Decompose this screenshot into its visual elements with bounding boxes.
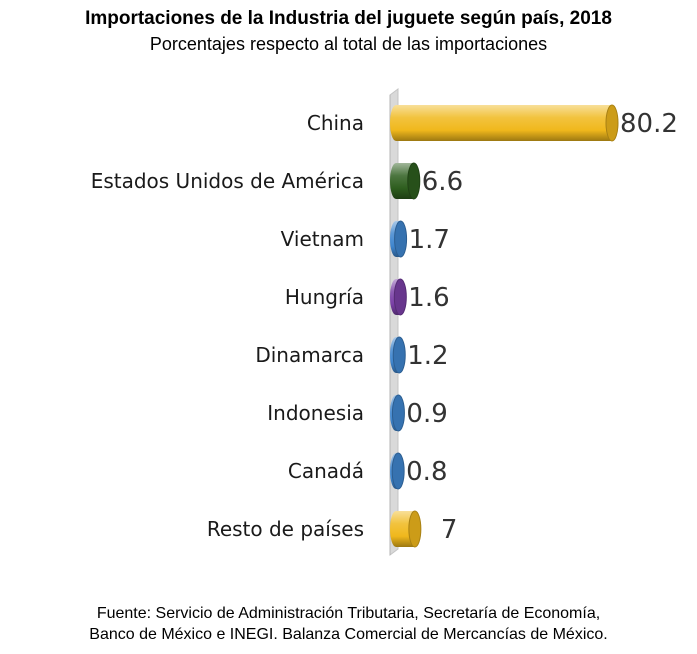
value-label: 1.7 [409, 225, 450, 255]
source-line-2: Banco de México e INEGI. Balanza Comerci… [89, 626, 608, 643]
value-label: 6.6 [422, 167, 463, 197]
bar-cap [605, 104, 619, 142]
value-label: 1.6 [408, 283, 449, 313]
value-label: 0.9 [406, 399, 447, 429]
bar-cap [408, 510, 422, 548]
bar-cap [392, 336, 406, 374]
bar-dinamarca [390, 336, 406, 374]
value-label: 0.8 [406, 457, 447, 487]
bar-china [390, 104, 619, 142]
source-line-1: Fuente: Servicio de Administración Tribu… [96, 605, 601, 622]
bar-cap [394, 220, 408, 258]
value-label: 80.2 [620, 109, 678, 139]
category-label: Estados Unidos de América [91, 169, 364, 193]
category-label: Dinamarca [255, 343, 364, 367]
bar-chart: China 80.2 Estados Unidos de América 6.6 Vie… [91, 88, 678, 556]
source-note: Fuente: Servicio de Administración Tribu… [0, 603, 697, 645]
bar-cap [393, 278, 407, 316]
bar-vietnam [390, 220, 408, 258]
category-label: Canadá [288, 459, 364, 483]
bar-canad- [390, 452, 405, 490]
bar-cap [391, 452, 405, 490]
category-label: Indonesia [267, 401, 364, 425]
bar-indonesia [390, 394, 405, 432]
bar-hungr-a [390, 278, 407, 316]
category-label: China [307, 111, 364, 135]
bar-body [390, 105, 618, 141]
value-label: 1.2 [407, 341, 448, 371]
bar-cap [391, 394, 405, 432]
chart-title: Importaciones de la Industria del juguet… [85, 8, 612, 29]
category-label: Hungría [285, 285, 364, 309]
value-label: 7 [441, 515, 458, 545]
bar-estados-unidos-de-am-rica [390, 162, 421, 200]
bar-resto-de-pa-ses [390, 510, 422, 548]
bar-cap [407, 162, 421, 200]
chart-subtitle: Porcentajes respecto al total de las imp… [149, 34, 548, 54]
category-label: Resto de países [207, 517, 364, 541]
category-label: Vietnam [281, 227, 364, 251]
